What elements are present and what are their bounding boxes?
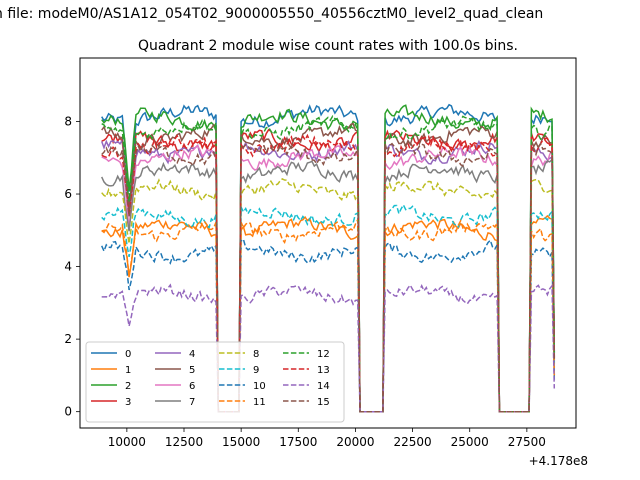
- y-tick-label: 2: [64, 332, 72, 346]
- series-line-8: [101, 178, 556, 413]
- x-axis: 10000 12500 15000 17500 20000 22500 25000 27500: [108, 428, 546, 449]
- series-line-11: [101, 218, 556, 413]
- legend-label: 9: [253, 365, 259, 376]
- legend-box: [85, 341, 345, 423]
- y-tick-label: 4: [64, 260, 72, 274]
- series-line-13: [101, 133, 556, 413]
- legend-label: 14: [317, 381, 330, 392]
- legend-label: 4: [189, 349, 195, 360]
- y-tick-label: 8: [64, 114, 72, 128]
- legend-label: 7: [189, 397, 195, 408]
- legend-label: 2: [125, 381, 131, 392]
- x-offset-label: +4.178e8: [529, 454, 588, 468]
- y-tick-label: 0: [64, 405, 72, 419]
- legend-label: 10: [253, 381, 266, 392]
- y-axis: 0 2 4 6 8: [64, 114, 80, 419]
- series-line-14: [101, 283, 556, 413]
- series-line-1: [101, 214, 556, 413]
- series-layer: [100, 103, 556, 413]
- legend-label: 1: [125, 365, 131, 376]
- legend-label: 3: [125, 397, 131, 408]
- x-tick-label: 15000: [222, 435, 260, 449]
- x-tick-label: 10000: [108, 435, 146, 449]
- x-tick-label: 25000: [451, 435, 489, 449]
- series-line-6: [101, 144, 556, 413]
- series-line-2: [101, 104, 556, 413]
- y-tick-label: 6: [64, 187, 72, 201]
- legend-label: 6: [189, 381, 195, 392]
- legend-label: 11: [253, 397, 266, 408]
- suptitle: n file: modeM0/AS1A12_054T02_9000005550_…: [0, 6, 543, 22]
- x-tick-label: 22500: [393, 435, 431, 449]
- chart-title: Quadrant 2 module wise count rates with …: [138, 38, 518, 54]
- x-tick-label: 17500: [279, 435, 317, 449]
- legend-label: 15: [317, 397, 330, 408]
- x-tick-label: 27500: [508, 435, 546, 449]
- series-line-10: [101, 238, 556, 413]
- plot-frame: [79, 57, 577, 429]
- legend-label: 8: [253, 349, 259, 360]
- series-line-15: [101, 141, 556, 413]
- legend-label: 12: [317, 349, 330, 360]
- series-line-9: [101, 203, 556, 413]
- x-tick-label: 12500: [165, 435, 203, 449]
- legend-label: 13: [317, 365, 330, 376]
- series-line-12: [101, 115, 556, 413]
- series-line-7: [101, 157, 556, 413]
- legend-label: 0: [125, 349, 131, 360]
- series-line-3: [101, 128, 556, 413]
- legend-label: 5: [189, 365, 195, 376]
- series-line-4: [100, 137, 556, 413]
- x-tick-label: 20000: [336, 435, 374, 449]
